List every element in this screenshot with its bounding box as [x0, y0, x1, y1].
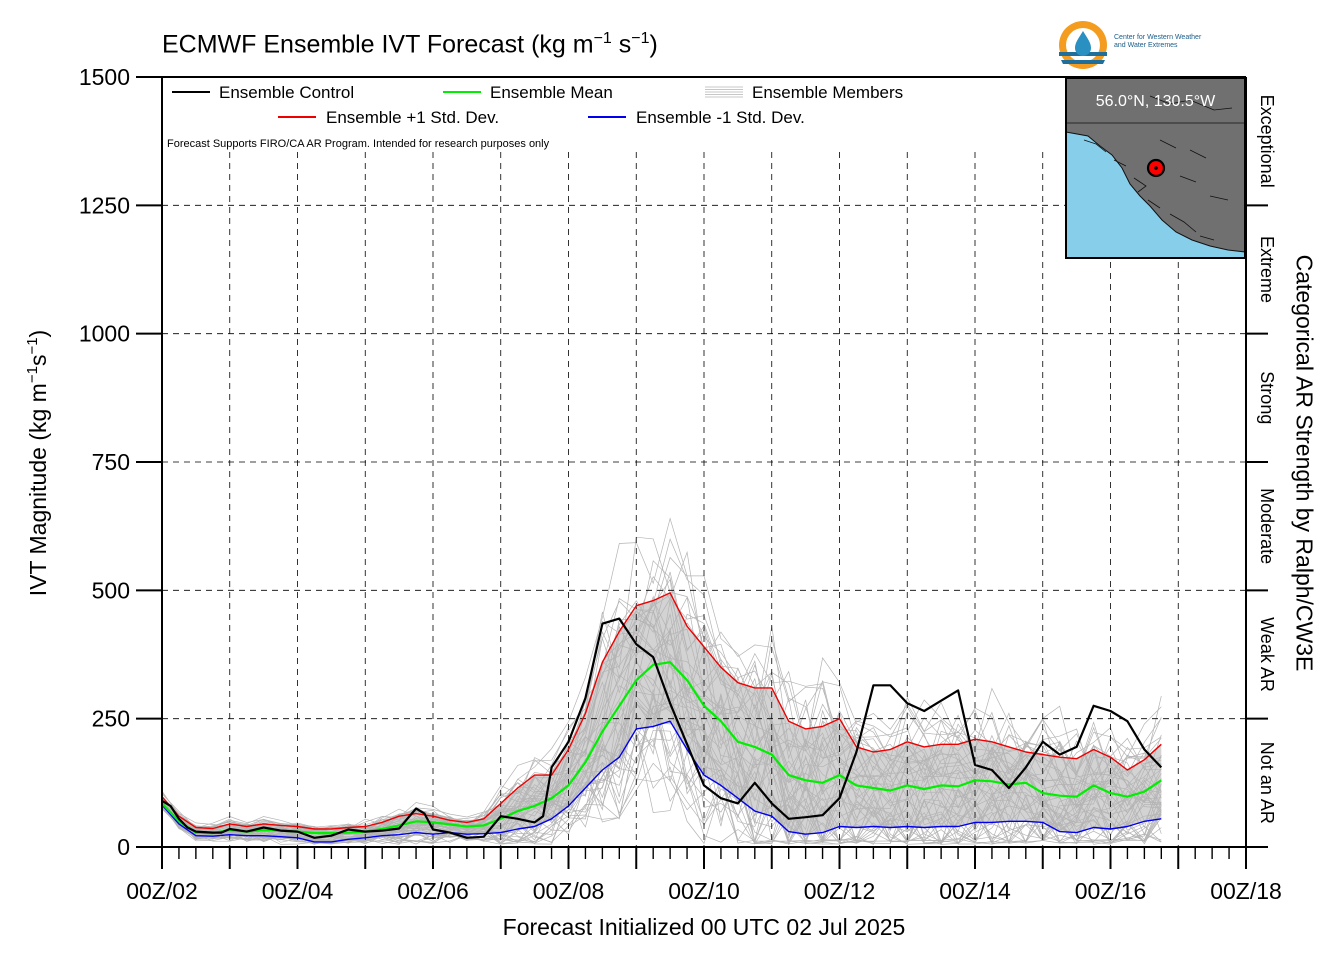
legend-label-mean: Ensemble Mean [490, 83, 613, 102]
x-tick-label: 00Z/10 [668, 878, 740, 904]
logo-waves-icon [1059, 52, 1107, 64]
legend-label-minus-sd: Ensemble -1 Std. Dev. [636, 108, 805, 127]
legend-label-control: Ensemble Control [219, 83, 354, 102]
ensemble-member-line [161, 538, 1162, 833]
logo-text: Center for Western Weather and Water Extr… [1114, 34, 1202, 49]
ensemble-member-line [161, 612, 1162, 837]
x-tick-label: 00Z/16 [1075, 878, 1147, 904]
y-tick-label: 1500 [79, 64, 130, 90]
series-minus-sd-line [161, 720, 1162, 843]
ar-category-label: Not an AR [1257, 742, 1277, 824]
y-tick-label: 1000 [79, 321, 130, 347]
series-mean-line [161, 661, 1162, 835]
y-tick-label: 1250 [79, 192, 130, 218]
legend-label-plus-sd: Ensemble +1 Std. Dev. [326, 108, 499, 127]
x-tick-label: 00Z/06 [397, 878, 469, 904]
location-inset-map: 56.0°N, 130.5°W [1065, 77, 1246, 259]
x-tick-label: 00Z/14 [939, 878, 1011, 904]
ensemble-member-line [161, 626, 1162, 834]
inset-coastline [1083, 95, 1233, 241]
ar-category-label: Exceptional [1257, 95, 1277, 188]
ar-category-label: Moderate [1257, 488, 1277, 564]
disclaimer-note: Forecast Supports FIRO/CA AR Program. In… [167, 138, 550, 150]
legend: Ensemble Control Ensemble Mean Ensemble Me… [172, 83, 903, 127]
ar-category-label: Extreme [1257, 236, 1277, 303]
ensemble-member-line [161, 618, 1162, 836]
x-tick-label: 00Z/04 [262, 878, 334, 904]
ensemble-member-line [161, 653, 1162, 845]
grid-lines [162, 152, 1246, 847]
y-tick-label: 750 [92, 449, 130, 475]
y-tick-label: 0 [117, 834, 130, 860]
ar-category-label: Weak AR [1257, 617, 1277, 692]
series-plus-sd-line [161, 592, 1162, 830]
x-axis-label: Forecast Initialized 00 UTC 02 Jul 2025 [502, 914, 906, 940]
axes: 0 250 500 750 1000 1250 1500 00Z/02 00Z/04 00Z/06… [79, 64, 1282, 904]
logo-drop-icon [1075, 31, 1091, 56]
series-lines [161, 592, 1163, 843]
y-axis-label: IVT Magnitude (kg m−1s−1) [24, 329, 51, 597]
legend-label-members: Ensemble Members [752, 83, 903, 102]
x-tick-label: 00Z/02 [126, 878, 198, 904]
inset-location-label: 56.0°N, 130.5°W [1096, 93, 1216, 110]
inset-frame [1065, 77, 1246, 259]
y-tick-label: 250 [92, 706, 130, 732]
chart-title: ECMWF Ensemble IVT Forecast (kg m−1 s−1) [162, 30, 658, 59]
ensemble-member-line [161, 571, 1162, 830]
x-tick-label: 00Z/08 [533, 878, 605, 904]
cw3e-logo [1059, 21, 1107, 69]
ar-category-label: Strong [1257, 371, 1277, 424]
series-control-line [161, 617, 1163, 839]
y-tick-label: 500 [92, 577, 130, 603]
location-marker-center [1154, 166, 1158, 170]
spread-band [162, 592, 1162, 842]
ensemble-member-line [161, 762, 1162, 845]
x-tick-label: 00Z/12 [804, 878, 876, 904]
right-axis-label: Categorical AR Strength by Ralph/CW3E [1291, 254, 1318, 672]
x-tick-label: 00Z/18 [1210, 878, 1282, 904]
